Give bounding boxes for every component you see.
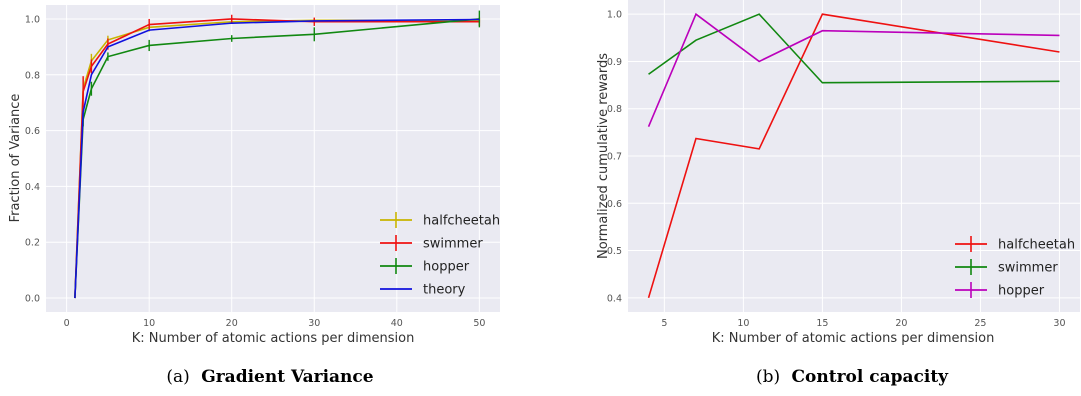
- x-ticks-b: 5 10 15 20 25 30: [661, 318, 1065, 329]
- legend-label-hopper-a: hopper: [423, 260, 470, 275]
- series-group-b: [647, 12, 1060, 299]
- series-group-a: [74, 10, 481, 299]
- legend-label-swimmer-b: swimmer: [998, 261, 1058, 276]
- legend-item-hopper-a: hopper: [380, 258, 470, 275]
- legend-item-swimmer-a: swimmer: [380, 235, 483, 252]
- legend-label-halfcheetah-b: halfcheetah: [998, 238, 1075, 253]
- x-tick-label-a-2: 20: [226, 318, 238, 329]
- caption-b-title: Control capacity: [792, 367, 950, 387]
- x-tick-label-b-2: 15: [816, 318, 828, 329]
- caption-a-prefix: (a): [166, 367, 189, 387]
- y-ticks-a: 0.0 0.2 0.4 0.6 0.8 1.0: [25, 14, 40, 304]
- y-tick-label-a-5: 1.0: [25, 14, 40, 25]
- grid-b: [628, 0, 1080, 312]
- legend-label-theory-a: theory: [423, 283, 466, 298]
- x-axis-label-b: K: Number of atomic actions per dimensio…: [712, 331, 995, 346]
- legend-item-halfcheetah-b: halfcheetah: [955, 236, 1075, 253]
- chart-control-capacity: 5 10 15 20 25 30 0.4 0.5 0.6 0.7 0.8 0.9 1.0 halfch…: [596, 0, 1080, 387]
- x-tick-label-a-0: 0: [64, 318, 70, 329]
- y-tick-label-b-1: 0.5: [607, 246, 622, 257]
- y-ticks-b: 0.4 0.5 0.6 0.7 0.8 0.9 1.0: [607, 10, 622, 305]
- caption-b: (b) Control capacity: [756, 367, 949, 387]
- y-tick-label-b-4: 0.8: [607, 104, 622, 115]
- x-tick-label-a-5: 50: [473, 318, 485, 329]
- series-line-hopper-b: [647, 12, 1060, 128]
- legend-label-swimmer-a: swimmer: [423, 237, 483, 252]
- y-axis-label-a: Fraction of Variance: [8, 94, 23, 223]
- legend-b: halfcheetah swimmer hopper: [955, 236, 1075, 299]
- series-line-halfcheetah-b: [647, 13, 1060, 299]
- y-tick-label-a-1: 0.2: [25, 238, 40, 249]
- y-tick-label-a-0: 0.0: [25, 294, 40, 305]
- y-tick-label-b-3: 0.7: [607, 152, 622, 163]
- plot-area-a: [46, 5, 500, 312]
- caption-a-title: Gradient Variance: [201, 367, 374, 387]
- y-tick-label-b-0: 0.4: [607, 293, 622, 304]
- legend-item-halfcheetah-a: halfcheetah: [380, 212, 500, 229]
- x-tick-label-b-5: 30: [1053, 318, 1065, 329]
- legend-item-hopper-b: hopper: [955, 282, 1045, 299]
- x-ticks-a: 0 10 20 30 40 50: [64, 318, 486, 329]
- legend-label-halfcheetah-a: halfcheetah: [423, 214, 500, 229]
- chart-gradient-variance: 0 10 20 30 40 50 0.0 0.2 0.4 0.6 0.8 1.0 halfcheet…: [8, 5, 500, 387]
- x-tick-label-b-3: 20: [895, 318, 907, 329]
- y-tick-label-b-5: 0.9: [607, 57, 622, 68]
- x-tick-label-a-4: 40: [391, 318, 403, 329]
- x-tick-label-b-4: 25: [974, 318, 986, 329]
- series-line-hopper-a: [74, 18, 480, 299]
- y-tick-label-b-6: 1.0: [607, 10, 622, 21]
- x-tick-label-a-3: 30: [308, 318, 320, 329]
- y-tick-label-a-2: 0.4: [25, 182, 40, 193]
- caption-b-prefix: (b): [756, 367, 780, 387]
- legend-item-theory-a: theory: [380, 283, 466, 298]
- x-tick-label-b-1: 10: [737, 318, 749, 329]
- x-tick-label-b-0: 5: [661, 318, 667, 329]
- grid-a: [46, 5, 500, 312]
- series-line-theory-a: [74, 18, 480, 299]
- legend-label-hopper-b: hopper: [998, 284, 1045, 299]
- legend-item-swimmer-b: swimmer: [955, 259, 1058, 276]
- y-tick-label-b-2: 0.6: [607, 199, 622, 210]
- y-axis-label-b: Normalized cumulative rewards: [596, 53, 611, 259]
- x-axis-label-a: K: Number of atomic actions per dimensio…: [132, 331, 415, 346]
- caption-a: (a) Gradient Variance: [166, 367, 373, 387]
- y-tick-label-a-3: 0.6: [25, 126, 40, 137]
- x-tick-label-a-1: 10: [143, 318, 155, 329]
- y-tick-label-a-4: 0.8: [25, 70, 40, 81]
- legend-a: halfcheetah swimmer hopper theory: [380, 212, 500, 298]
